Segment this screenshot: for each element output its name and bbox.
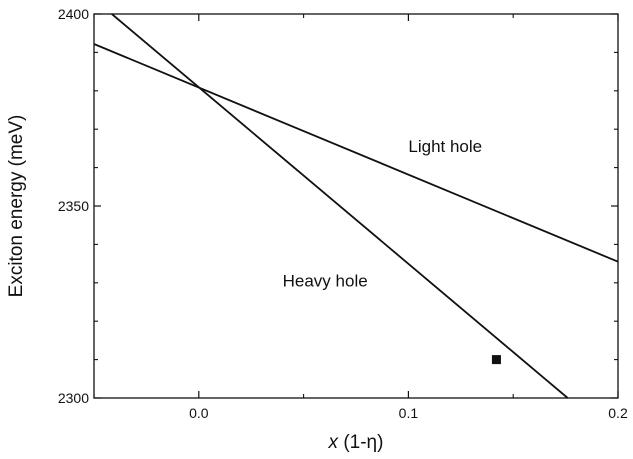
x-tick-label: 0.0 <box>189 405 209 421</box>
points-layer <box>491 355 501 365</box>
heavy-hole-line <box>111 13 569 399</box>
y-axis-title: Exciton energy (meV) <box>6 115 27 298</box>
data-point-marker <box>491 355 501 365</box>
series-layer <box>93 13 619 399</box>
labels-layer: Light hole Heavy hole <box>283 137 482 290</box>
plot-frame <box>93 13 619 399</box>
x-axis-title: x (1-η) <box>328 432 384 453</box>
x-axis-title-suffix: (1-η) <box>338 432 383 453</box>
heavy-hole-label: Heavy hole <box>283 272 368 291</box>
x-tick-label: 0.1 <box>399 405 419 421</box>
light-hole-label: Light hole <box>408 137 482 156</box>
axes: 0.0 0.1 0.2 2300 2350 2400 <box>58 6 628 421</box>
x-axis-title-variable: x <box>328 432 340 453</box>
x-tick-label: 0.2 <box>608 405 628 421</box>
light-hole-line <box>93 43 619 263</box>
y-tick-label: 2350 <box>58 198 89 214</box>
y-tick-label: 2300 <box>58 390 89 406</box>
y-tick-label: 2400 <box>58 6 89 22</box>
